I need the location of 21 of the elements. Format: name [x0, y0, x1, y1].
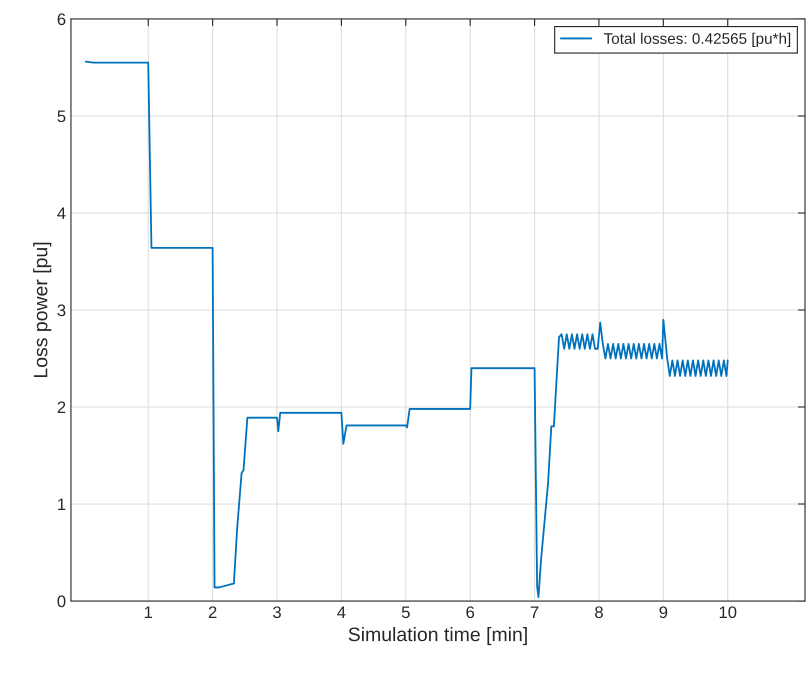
x-tick-label: 8	[595, 606, 603, 618]
y-tick-label: 0	[57, 595, 66, 608]
x-tick-label: 10	[720, 606, 736, 618]
x-tick-label: 5	[402, 606, 410, 618]
legend-label: Total losses: 0.42565 [pu*h]	[604, 32, 790, 47]
y-tick-label: 4	[57, 208, 66, 220]
x-tick-label: 4	[337, 606, 346, 618]
y-tick-label: 2	[58, 401, 66, 414]
x-tick-label: 3	[273, 606, 281, 618]
x-tick-label: 2	[208, 606, 216, 618]
y-tick-label: 3	[57, 304, 66, 316]
x-tick-label: 9	[659, 606, 668, 618]
line-series	[84, 60, 729, 598]
y-tick-label: 1	[58, 498, 66, 510]
x-tick-label: 6	[466, 606, 474, 618]
x-axis-title: Simulation time [min]	[348, 626, 527, 646]
x-tick-label: 1	[144, 606, 152, 618]
y-tick-label: 5	[58, 110, 66, 122]
x-tick-label: 7	[530, 606, 538, 618]
y-tick-label: 6	[58, 13, 66, 26]
y-axis-title: Loss power [pu]	[33, 242, 52, 378]
